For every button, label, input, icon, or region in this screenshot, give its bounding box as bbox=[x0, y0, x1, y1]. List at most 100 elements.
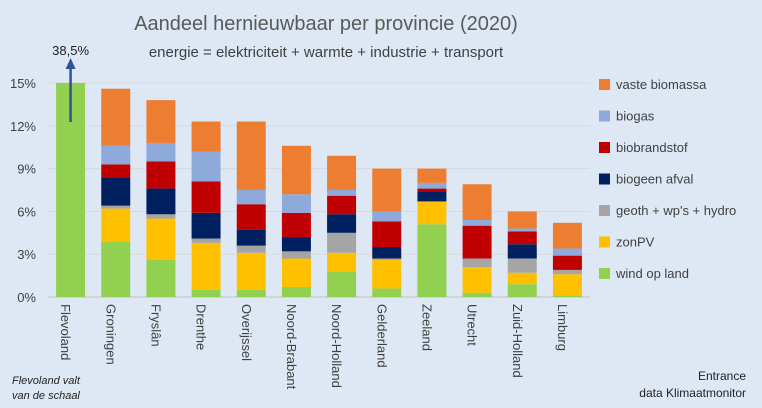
chart-subtitle: energie = elektriciteit + warmte + indus… bbox=[149, 44, 504, 61]
bar-segment bbox=[146, 161, 176, 189]
bar-segment bbox=[327, 214, 357, 233]
bar-segment bbox=[417, 182, 447, 189]
legend-swatch bbox=[599, 268, 610, 279]
bar-segment bbox=[552, 269, 582, 275]
legend-label: biogeen afval bbox=[616, 172, 693, 187]
bar-segment bbox=[417, 224, 447, 297]
bar-segment bbox=[417, 191, 447, 202]
bar-segment bbox=[146, 214, 176, 219]
bar-segment bbox=[417, 168, 447, 183]
bar-segment bbox=[552, 222, 582, 249]
legend-label: geoth + wp's + hydro bbox=[616, 203, 736, 218]
annotation-label: 38,5% bbox=[52, 43, 89, 58]
y-tick-label: 12% bbox=[10, 119, 36, 134]
bar-segment bbox=[507, 228, 537, 232]
bar-segment bbox=[146, 100, 176, 143]
bar-segment bbox=[236, 121, 266, 190]
x-tick-label: Gelderland bbox=[374, 304, 389, 368]
legend-swatch bbox=[599, 236, 610, 248]
bar-segment bbox=[191, 181, 221, 213]
bar-segment bbox=[236, 252, 266, 290]
x-tick-label: Zuid-Holland bbox=[510, 304, 525, 378]
bar-segment bbox=[507, 244, 537, 259]
bar-segment bbox=[281, 145, 311, 195]
bar-segment bbox=[462, 292, 492, 297]
plot-area: 0% 3% 6% 9% 12% 15% Flevoland Groningen Fryslân D… bbox=[10, 43, 590, 390]
y-tick-label: 15% bbox=[10, 76, 36, 91]
bar-segment bbox=[146, 259, 176, 297]
bar-segment bbox=[552, 248, 582, 256]
x-tick-label: Groningen bbox=[103, 304, 118, 365]
bar-segment bbox=[191, 242, 221, 290]
bar-segment bbox=[462, 267, 492, 293]
bar-segment bbox=[327, 155, 357, 190]
bar-segment bbox=[507, 284, 537, 297]
legend-swatch bbox=[599, 173, 610, 185]
bar-segment bbox=[101, 205, 131, 209]
off-scale-arrow-head bbox=[65, 58, 76, 69]
bar-segment bbox=[236, 245, 266, 253]
bar-segment bbox=[101, 164, 131, 178]
flevoland-note: Flevoland valt van de schaal bbox=[12, 374, 80, 404]
bar-segment bbox=[281, 237, 311, 252]
bar-segment bbox=[372, 259, 402, 289]
x-tick-label: Zeeland bbox=[419, 304, 434, 351]
bar-segment bbox=[101, 208, 131, 242]
bar-segment bbox=[507, 258, 537, 273]
bar-segment bbox=[236, 190, 266, 205]
bar-segment bbox=[327, 195, 357, 215]
bar-segment bbox=[462, 184, 492, 220]
source-note-line-2: data Klimaatmonitor bbox=[639, 386, 746, 400]
x-tick-label: Noord-Brabant bbox=[284, 304, 299, 390]
bar-segment bbox=[372, 221, 402, 248]
bar-segment bbox=[101, 88, 131, 146]
bar-segment bbox=[281, 194, 311, 213]
bar-segment bbox=[552, 295, 582, 297]
bar-segment bbox=[101, 241, 131, 297]
chart-title: Aandeel hernieuwbaar per provincie (2020… bbox=[134, 13, 518, 35]
legend-label: biogas bbox=[616, 109, 655, 124]
bar-segment bbox=[507, 231, 537, 245]
y-tick-label: 0% bbox=[17, 290, 36, 305]
bar-segment bbox=[552, 255, 582, 270]
bar-segment bbox=[507, 272, 537, 285]
y-tick-label: 6% bbox=[17, 204, 36, 219]
bar-segment bbox=[101, 177, 131, 206]
x-tick-label: Limburg bbox=[555, 304, 570, 351]
bar-segment bbox=[372, 288, 402, 297]
bar-segment bbox=[372, 168, 402, 212]
bar-segment bbox=[327, 190, 357, 196]
x-tick-label: Utrecht bbox=[465, 304, 480, 346]
bar-segment bbox=[507, 211, 537, 229]
bar-segment bbox=[191, 289, 221, 297]
bar-segment bbox=[462, 258, 492, 268]
bar-segment bbox=[372, 247, 402, 259]
bar-segment bbox=[191, 151, 221, 182]
bar-segment bbox=[372, 211, 402, 222]
legend: vaste biomassa biogas biobrandstof biogeen … bbox=[599, 77, 736, 281]
bar-segment bbox=[281, 287, 311, 297]
y-tick-label: 3% bbox=[17, 247, 36, 262]
legend-label: vaste biomassa bbox=[616, 77, 707, 92]
x-tick-label: Flevoland bbox=[58, 304, 73, 360]
y-tick-label: 9% bbox=[17, 162, 36, 177]
bar-segment bbox=[236, 204, 266, 230]
bar-segment bbox=[417, 188, 447, 192]
flevoland-note-line-2: van de schaal bbox=[12, 390, 80, 402]
bar-segment bbox=[417, 201, 447, 225]
bar-segment bbox=[462, 219, 492, 226]
bar-segment bbox=[327, 271, 357, 297]
x-tick-label: Noord-Holland bbox=[329, 304, 344, 388]
legend-label: biobrandstof bbox=[616, 140, 688, 155]
legend-swatch bbox=[599, 79, 610, 90]
legend-label: wind op land bbox=[615, 266, 689, 281]
bar-segment bbox=[281, 212, 311, 238]
x-tick-label: Fryslân bbox=[148, 304, 163, 347]
bar-segment bbox=[101, 145, 131, 165]
x-tick-label: Overijssel bbox=[239, 304, 254, 361]
legend-swatch bbox=[599, 205, 610, 216]
bar-segment bbox=[146, 188, 176, 215]
bar-segment bbox=[462, 225, 492, 259]
legend-swatch bbox=[599, 110, 610, 122]
